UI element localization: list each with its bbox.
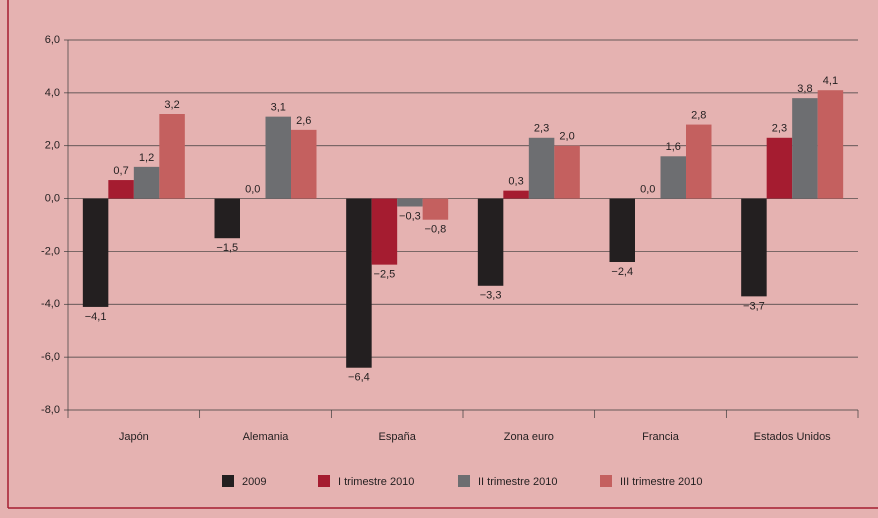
legend-swatch: [600, 475, 612, 487]
legend-swatch: [458, 475, 470, 487]
bar: [817, 90, 844, 199]
x-tick-label: Francia: [642, 431, 680, 443]
bar: [477, 198, 504, 286]
value-label: −0,3: [399, 210, 421, 222]
y-tick-label: 4,0: [45, 87, 60, 99]
bar: [214, 198, 240, 239]
value-label: −0,8: [425, 224, 447, 236]
bar: [133, 166, 160, 199]
bar: [609, 198, 635, 262]
value-label: −3,7: [743, 300, 765, 312]
bar: [741, 198, 767, 297]
bar: [422, 198, 449, 220]
value-label: −2,4: [611, 266, 633, 278]
bar: [554, 145, 580, 199]
bar: [159, 114, 185, 199]
x-tick-label: España: [379, 431, 417, 443]
bar: [397, 198, 423, 207]
y-tick-label: -4,0: [41, 298, 60, 310]
bar: [686, 124, 712, 199]
bar: [265, 116, 291, 199]
value-label: 1,2: [139, 152, 154, 164]
bar: [528, 137, 555, 199]
value-label: 4,1: [823, 75, 838, 87]
legend-label: I trimestre 2010: [338, 476, 414, 488]
bar: [371, 198, 398, 265]
value-label: −1,5: [216, 242, 238, 254]
bar: [291, 129, 317, 199]
value-label: 3,2: [164, 99, 179, 111]
legend-label: III trimestre 2010: [620, 476, 703, 488]
legend-label: 2009: [242, 476, 266, 488]
value-label: 3,1: [271, 102, 286, 114]
value-label: −3,3: [480, 290, 502, 302]
x-tick-label: Estados Unidos: [754, 431, 832, 443]
y-tick-label: 2,0: [45, 140, 60, 152]
value-label: 0,0: [245, 183, 260, 195]
value-label: 2,6: [296, 115, 311, 127]
value-label: 1,6: [666, 141, 681, 153]
legend-label: II trimestre 2010: [478, 476, 557, 488]
legend-swatch: [222, 475, 234, 487]
value-label: −4,1: [85, 311, 107, 323]
x-tick-label: Japón: [119, 431, 149, 443]
value-label: 2,8: [691, 109, 706, 121]
y-tick-label: -6,0: [41, 351, 60, 363]
value-label: −6,4: [348, 372, 370, 384]
legend-swatch: [318, 475, 330, 487]
bar: [503, 190, 529, 199]
y-tick-label: 0,0: [45, 192, 60, 204]
value-label: −2,5: [374, 269, 396, 281]
y-tick-label: 6,0: [45, 34, 60, 46]
value-label: 2,3: [534, 123, 549, 135]
value-label: 0,3: [508, 176, 523, 188]
bar: [792, 98, 818, 199]
x-tick-label: Alemania: [243, 431, 290, 443]
x-tick-label: Zona euro: [504, 431, 554, 443]
value-label: 3,8: [797, 83, 812, 95]
value-label: 0,0: [640, 183, 655, 195]
bar: [82, 198, 109, 307]
value-label: 2,3: [772, 123, 787, 135]
y-tick-label: -2,0: [41, 245, 60, 257]
y-tick-label: -8,0: [41, 404, 60, 416]
value-label: 2,0: [559, 131, 574, 143]
value-label: 0,7: [113, 165, 128, 177]
bar: [346, 198, 372, 368]
bar: [766, 137, 793, 199]
bar: [660, 156, 686, 199]
bar: [108, 180, 134, 199]
